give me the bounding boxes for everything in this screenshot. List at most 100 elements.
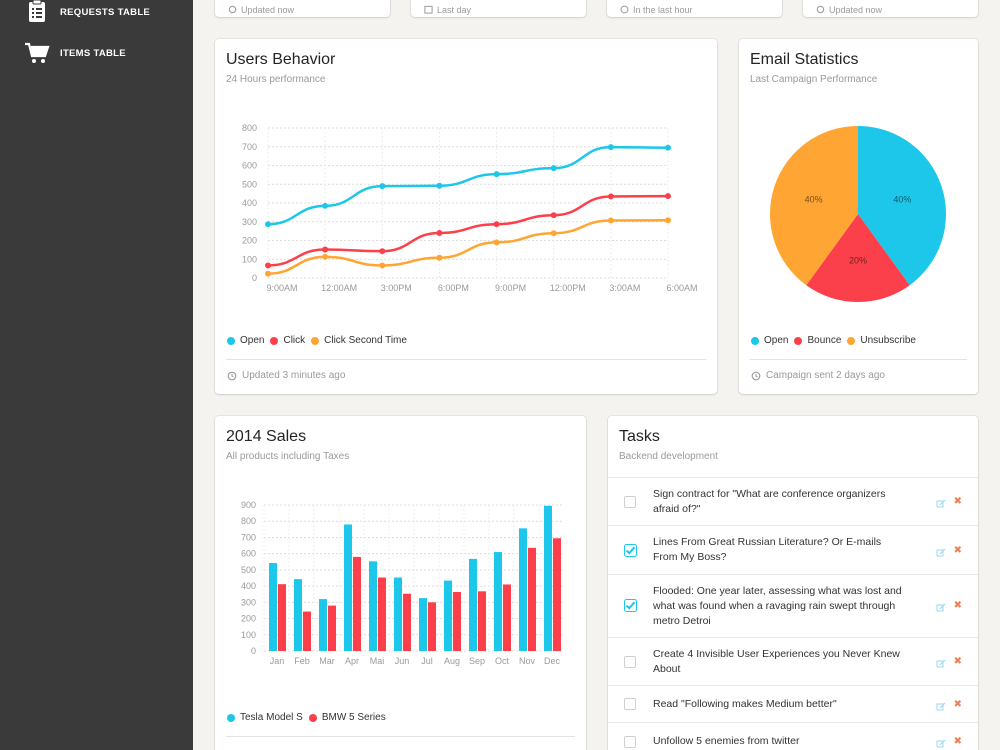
divider bbox=[750, 359, 967, 360]
x-tick-label: Dec bbox=[544, 656, 561, 666]
sidebar-item-requests-table[interactable]: REQUESTS TABLE bbox=[24, 0, 150, 24]
y-tick-label: 0 bbox=[252, 273, 257, 283]
x-tick-label: Aug bbox=[444, 656, 460, 666]
data-point bbox=[436, 230, 443, 236]
task-text: Flooded: One year later, assessing what … bbox=[653, 585, 902, 627]
edit-icon[interactable] bbox=[936, 699, 946, 711]
task-row: Flooded: One year later, assessing what … bbox=[608, 574, 978, 637]
legend-dot bbox=[270, 336, 279, 345]
pie-slice bbox=[806, 214, 910, 302]
delete-icon[interactable]: ✖ bbox=[953, 736, 962, 747]
bar bbox=[378, 577, 386, 651]
slice-label: 40% bbox=[893, 195, 911, 205]
bar bbox=[494, 552, 502, 651]
task-checkbox[interactable] bbox=[624, 698, 636, 710]
sidebar-item-label: ITEMS TABLE bbox=[60, 47, 126, 59]
task-row: Lines From Great Russian Literature? Or … bbox=[608, 525, 978, 574]
y-tick-label: 700 bbox=[242, 142, 257, 152]
bar bbox=[344, 524, 352, 651]
bar bbox=[519, 528, 527, 651]
bar bbox=[403, 593, 411, 651]
bar bbox=[369, 561, 377, 651]
card-title: Email Statistics bbox=[750, 51, 859, 68]
y-tick-label: 100 bbox=[241, 630, 256, 640]
chart-legend: Tesla Model S BMW 5 Series bbox=[227, 712, 392, 723]
edit-icon[interactable] bbox=[936, 656, 946, 668]
x-tick-label: Feb bbox=[294, 656, 310, 666]
stat-card-footer: Updated now bbox=[228, 5, 294, 15]
bar-chart: 900 800 700 600 500 400 300 200 100 0 Jan Feb Mar Apr… bbox=[241, 500, 564, 666]
series-line bbox=[267, 194, 669, 267]
legend-dot bbox=[847, 336, 856, 345]
delete-icon[interactable]: ✖ bbox=[953, 600, 962, 611]
data-point bbox=[550, 165, 557, 172]
task-checkbox[interactable] bbox=[624, 496, 636, 508]
stat-card-footer: Updated now bbox=[816, 5, 882, 15]
card-subtitle: All products including Taxes bbox=[226, 451, 350, 462]
divider bbox=[226, 736, 575, 737]
legend-label: Tesla Model S bbox=[240, 712, 303, 723]
task-checkbox[interactable] bbox=[624, 736, 636, 748]
task-text: Lines From Great Russian Literature? Or … bbox=[653, 536, 882, 563]
x-tick-label: 3:00PM bbox=[381, 283, 412, 293]
delete-icon[interactable]: ✖ bbox=[953, 656, 962, 667]
users-behavior-card: Users Behavior 24 Hours performance 800 7… bbox=[215, 39, 717, 394]
card-title: Users Behavior bbox=[226, 51, 336, 68]
bar bbox=[444, 580, 452, 651]
data-point bbox=[607, 193, 614, 200]
sidebar-item-label: REQUESTS TABLE bbox=[60, 6, 151, 18]
card-subtitle: Backend development bbox=[619, 451, 718, 462]
x-tick-label: 9:00AM bbox=[266, 283, 297, 293]
y-tick-label: 100 bbox=[242, 254, 257, 264]
bar bbox=[469, 558, 477, 651]
pie-slice bbox=[770, 126, 858, 286]
data-point bbox=[550, 212, 557, 219]
stat-card: In the last hour bbox=[607, 0, 782, 17]
data-point bbox=[607, 217, 614, 224]
task-checkbox[interactable] bbox=[624, 544, 637, 557]
task-checkbox[interactable] bbox=[624, 656, 636, 668]
legend-label: Open bbox=[240, 335, 265, 346]
y-tick-label: 200 bbox=[241, 614, 256, 624]
x-tick-label: Sep bbox=[469, 656, 485, 666]
bar bbox=[353, 556, 361, 651]
sidebar-item-items-table[interactable]: ITEMS TABLE bbox=[24, 41, 126, 65]
legend-label: Bounce bbox=[807, 335, 842, 346]
delete-icon[interactable]: ✖ bbox=[953, 545, 962, 556]
pie-slice bbox=[858, 126, 946, 286]
y-tick-label: 400 bbox=[242, 198, 257, 208]
stat-card: Updated now bbox=[803, 0, 978, 17]
legend-dot bbox=[311, 336, 320, 345]
series-line bbox=[267, 219, 669, 275]
bar bbox=[553, 538, 561, 651]
x-tick-label: 6:00PM bbox=[438, 283, 469, 293]
chart-legend: Open Bounce Unsubscribe bbox=[751, 335, 922, 346]
task-checkbox[interactable] bbox=[624, 599, 637, 612]
x-tick-label: 3:00AM bbox=[609, 283, 640, 293]
delete-icon[interactable]: ✖ bbox=[953, 699, 962, 710]
sidebar: REQUESTS TABLE ITEMS TABLE bbox=[0, 0, 193, 750]
sales-card: 2014 Sales All products including Taxes … bbox=[215, 416, 586, 750]
stat-card-footer: In the last hour bbox=[620, 5, 693, 15]
legend-dot bbox=[751, 336, 759, 345]
y-tick-label: 500 bbox=[242, 179, 257, 189]
clock-icon bbox=[751, 371, 761, 381]
bar bbox=[328, 605, 336, 651]
data-point bbox=[607, 144, 614, 151]
x-tick-label: Nov bbox=[519, 656, 536, 666]
data-point bbox=[550, 230, 557, 237]
card-title: 2014 Sales bbox=[226, 428, 307, 445]
edit-icon[interactable] bbox=[936, 545, 946, 557]
legend-label: Open bbox=[764, 335, 789, 346]
stat-card: Updated now bbox=[215, 0, 390, 17]
data-point bbox=[665, 144, 671, 151]
legend-dot bbox=[308, 713, 317, 722]
y-tick-label: 300 bbox=[242, 217, 257, 227]
stat-card: Last day bbox=[411, 0, 586, 17]
delete-icon[interactable]: ✖ bbox=[953, 496, 962, 507]
bar bbox=[294, 579, 302, 651]
edit-icon[interactable] bbox=[936, 496, 946, 508]
edit-icon[interactable] bbox=[936, 600, 946, 612]
edit-icon[interactable] bbox=[936, 736, 946, 748]
task-text: Create 4 Invisible User Experiences you … bbox=[653, 648, 900, 675]
